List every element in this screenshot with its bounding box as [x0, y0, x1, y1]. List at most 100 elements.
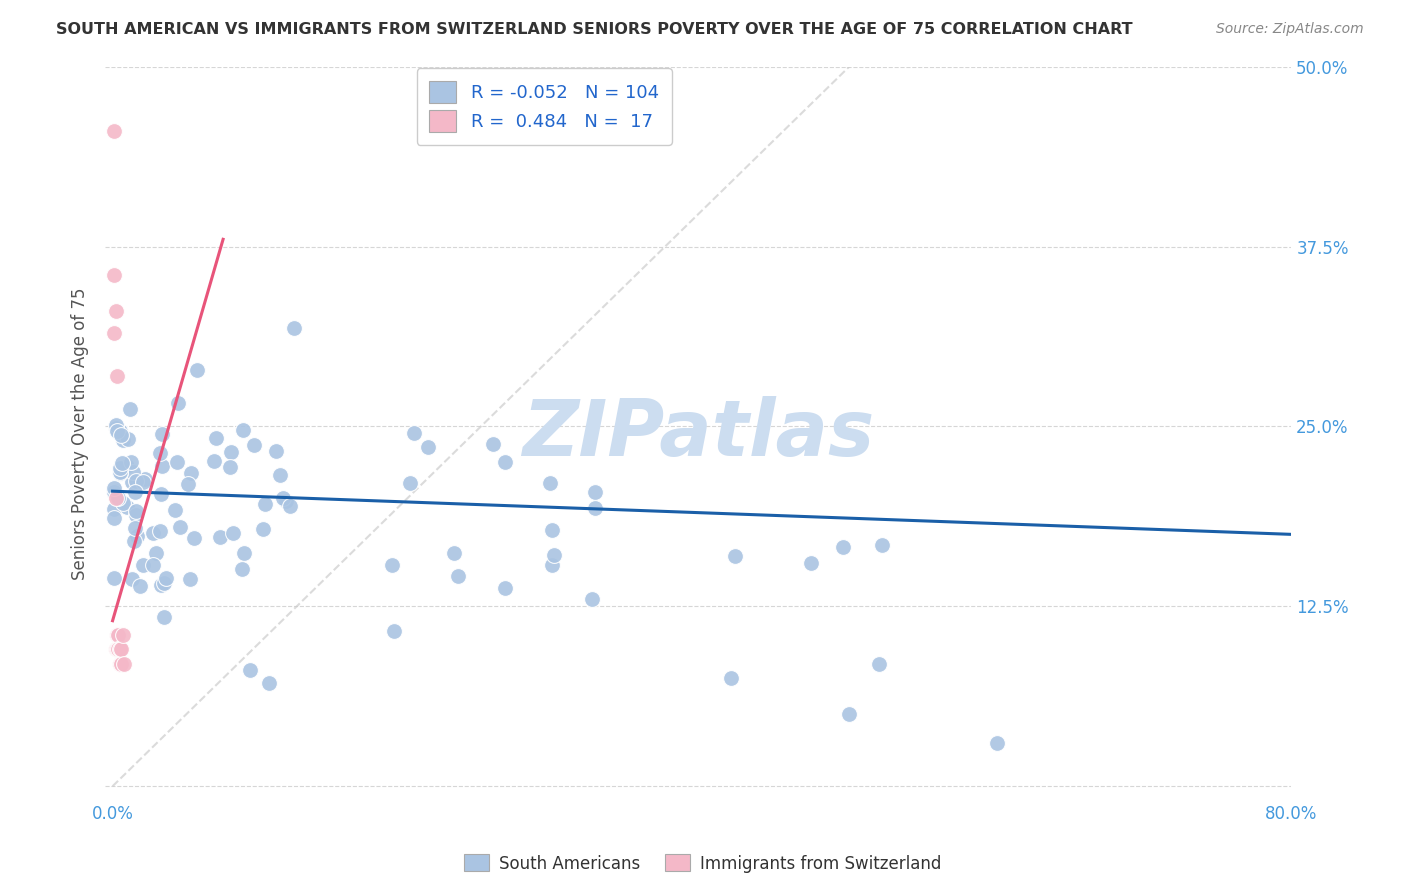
Point — [107, 628, 129, 642]
Point — [125, 508, 148, 522]
Point — [169, 519, 191, 533]
Point — [120, 455, 142, 469]
Point — [155, 572, 177, 586]
Point — [870, 538, 893, 552]
Point — [108, 657, 131, 671]
Point — [482, 437, 505, 451]
Point — [540, 558, 562, 573]
Text: SOUTH AMERICAN VS IMMIGRANTS FROM SWITZERLAND SENIORS POVERTY OVER THE AGE OF 75: SOUTH AMERICAN VS IMMIGRANTS FROM SWITZE… — [56, 22, 1133, 37]
Point — [111, 496, 134, 510]
Point — [183, 531, 205, 545]
Point — [724, 549, 747, 564]
Point — [115, 458, 138, 473]
Point — [121, 572, 143, 586]
Point — [179, 572, 201, 586]
Point — [186, 363, 208, 377]
Point — [110, 428, 132, 442]
Point — [149, 524, 172, 539]
Point — [800, 556, 823, 570]
Point — [121, 475, 143, 490]
Point — [583, 484, 606, 499]
Point — [221, 445, 243, 459]
Point — [868, 657, 890, 671]
Point — [118, 401, 141, 416]
Point — [104, 642, 127, 657]
Point — [103, 326, 125, 340]
Point — [103, 268, 125, 283]
Point — [264, 443, 287, 458]
Point — [110, 657, 132, 671]
Point — [149, 446, 172, 460]
Point — [131, 475, 153, 489]
Point — [124, 474, 146, 488]
Point — [179, 467, 201, 481]
Point — [271, 491, 294, 505]
Point — [121, 465, 143, 479]
Point — [117, 500, 139, 514]
Point — [538, 476, 561, 491]
Point — [103, 485, 125, 500]
Point — [129, 579, 152, 593]
Point — [110, 642, 132, 657]
Point — [149, 487, 172, 501]
Point — [404, 426, 426, 441]
Point — [153, 609, 176, 624]
Point — [163, 503, 186, 517]
Point — [150, 459, 173, 474]
Point — [583, 501, 606, 516]
Point — [104, 304, 127, 318]
Point — [231, 562, 253, 576]
Point — [269, 468, 291, 483]
Point — [274, 493, 297, 508]
Point — [543, 548, 565, 562]
Point — [152, 427, 174, 442]
Point — [720, 671, 742, 685]
Point — [986, 736, 1008, 750]
Point — [831, 540, 853, 554]
Point — [104, 484, 127, 499]
Point — [443, 545, 465, 559]
Point — [381, 558, 404, 572]
Point — [134, 472, 156, 486]
Point — [127, 529, 149, 543]
Point — [104, 421, 127, 435]
Point — [103, 571, 125, 585]
Point — [108, 465, 131, 479]
Point — [142, 525, 165, 540]
Point — [105, 628, 128, 642]
Text: ZIPatlas: ZIPatlas — [522, 396, 875, 472]
Point — [105, 369, 128, 384]
Point — [222, 526, 245, 541]
Y-axis label: Seniors Poverty Over the Age of 75: Seniors Poverty Over the Age of 75 — [72, 287, 89, 580]
Point — [124, 520, 146, 534]
Point — [103, 481, 125, 495]
Point — [153, 575, 176, 590]
Point — [105, 424, 128, 438]
Point — [494, 581, 516, 595]
Point — [150, 578, 173, 592]
Point — [581, 591, 603, 606]
Point — [540, 524, 562, 538]
Point — [104, 488, 127, 502]
Point — [132, 558, 155, 573]
Point — [257, 676, 280, 690]
Point — [202, 454, 225, 468]
Point — [105, 642, 128, 657]
Point — [108, 424, 131, 438]
Point — [177, 477, 200, 491]
Point — [446, 569, 468, 583]
Point — [117, 432, 139, 446]
Point — [104, 491, 127, 506]
Point — [111, 628, 134, 642]
Point — [166, 455, 188, 469]
Point — [142, 558, 165, 572]
Point — [838, 707, 860, 722]
Point — [124, 533, 146, 548]
Point — [239, 664, 262, 678]
Point — [145, 546, 167, 560]
Point — [254, 497, 277, 511]
Point — [205, 431, 228, 445]
Point — [232, 546, 254, 560]
Point — [252, 522, 274, 536]
Point — [124, 485, 146, 500]
